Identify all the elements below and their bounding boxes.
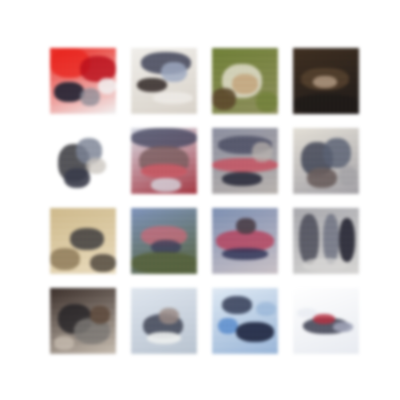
tile-blob [90,254,116,272]
tile-blob [323,214,339,264]
tile-blob [339,218,355,262]
image-grid [50,48,360,356]
tile-blob [153,92,193,104]
tile-blob [141,226,187,246]
tile-blob [232,74,258,94]
tile-blob [58,304,92,334]
tile-blob [54,336,74,350]
tile-blob [293,94,359,114]
grid-tile-2 [131,48,197,114]
tile-blob [159,308,179,324]
grid-tile-11 [212,208,278,274]
tile-blob [323,138,351,168]
grid-tile-16 [293,288,359,354]
grid-tile-15 [212,288,278,354]
tile-blob [147,332,181,344]
tile-blob [64,168,90,188]
tile-blob [313,76,337,88]
tile-blob [212,88,236,110]
grid-tile-4 [293,48,359,114]
grid-tile-13 [50,288,116,354]
grid-tile-9 [50,208,116,274]
tile-blob [303,318,349,334]
tile-blob [80,56,116,82]
tile-blob [252,142,272,162]
tile-blob [161,62,187,82]
tile-blob [50,48,90,78]
tile-blob [236,322,274,342]
tile-blob [222,64,262,98]
tile-blob [137,78,167,92]
tile-blob [131,128,197,148]
tile-blob [131,252,197,274]
tile-blob [70,228,104,250]
tile-blob [50,248,80,270]
tile-blob [307,168,337,188]
grid-tile-5 [50,128,116,194]
tile-blob [313,314,335,324]
tile-blob [141,164,187,178]
tile-blob [98,78,116,94]
tile-blob [58,144,90,182]
tile-blob [256,302,276,316]
tile-blob [303,258,347,272]
tile-blob [76,138,102,164]
tile-blob [143,314,183,338]
grid-tile-12 [293,208,359,274]
tile-blob [299,214,319,264]
tile-blob [339,166,357,186]
tile-blob [301,142,333,176]
tile-blob [80,88,100,106]
tile-blob [86,158,106,174]
tile-blob [222,172,262,186]
tile-blob [141,52,191,74]
grid-tile-6 [131,128,197,194]
tile-blob [90,306,110,324]
tile-blob [139,146,189,176]
grid-tile-1 [50,48,116,114]
tile-blob [256,92,278,112]
tile-blob [333,322,353,332]
grid-tile-8 [293,128,359,194]
tile-blob [301,68,349,90]
grid-tile-3 [212,48,278,114]
grid-tile-7 [212,128,278,194]
tile-blob [218,136,272,154]
tile-blob [151,178,181,192]
tile-blob [218,318,238,334]
tile-blob [74,318,110,344]
grid-tile-10 [131,208,197,274]
tile-blob [236,218,256,234]
tile-blob [54,82,84,102]
tile-blob [212,158,278,172]
tile-blob [222,296,252,314]
grid-tile-14 [131,288,197,354]
tile-blob [151,240,181,254]
tile-blob [297,308,317,318]
tile-blob [222,248,268,260]
tile-blob [216,230,274,252]
